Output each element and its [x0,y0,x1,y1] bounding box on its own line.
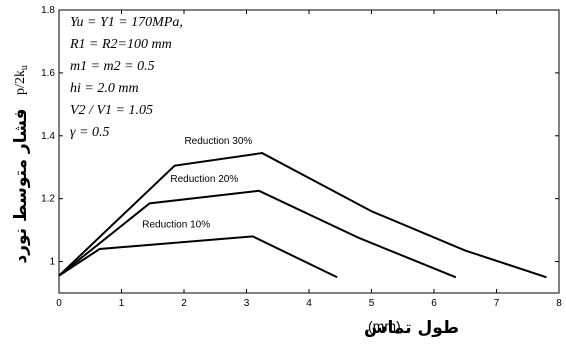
x-tick-label: 8 [556,298,562,309]
plot-frame [58,9,560,294]
x-tick-label: 4 [306,298,312,309]
y-axis-math-sub: u [19,65,30,70]
y-axis-title: فشار متوسط نورد p/2ku [11,65,31,263]
y-axis-math: p/2ku [13,65,30,95]
param-gamma: γ = 0.5 [70,125,109,140]
x-tick-label: 0 [56,298,62,309]
series-labels: Reduction 30% Reduction 20% Reduction 10% [142,136,252,230]
y-axis-label: فشار متوسط نورد [11,108,31,263]
x-axis-label: طول تماس [364,318,459,338]
y-tick-label: 1.6 [41,68,55,79]
param-yield-stress: Yu = Y1 = 170MPa, [70,15,183,30]
x-tick-label: 5 [369,298,375,309]
y-tick-label: 1.2 [41,194,55,205]
x-tick-label: 2 [181,298,187,309]
series-line-2 [58,189,457,279]
y-tick-label: 1.8 [41,5,55,16]
x-tick-label: 6 [431,298,437,309]
parameters-block: Yu = Y1 = 170MPa, R1 = R2=100 mm m1 = m2… [69,15,183,140]
series-label-2: Reduction 20% [170,174,238,185]
series-lines [58,152,547,279]
series-label-3: Reduction 10% [142,219,210,230]
x-axis-unit: (mm) [368,318,401,334]
series-line-1 [58,152,547,279]
x-tick-label: 3 [244,298,250,309]
x-axis-title: (mm) طول تماس [364,318,459,338]
x-tick-label: 7 [494,298,500,309]
x-tick-label: 1 [119,298,125,309]
param-velocity-ratio: V2 / V1 = 1.05 [70,103,153,118]
param-friction: m1 = m2 = 0.5 [70,59,155,74]
series-label-1: Reduction 30% [184,136,252,147]
param-roll-radius: R1 = R2=100 mm [69,37,172,52]
param-initial-thickness: hi = 2.0 mm [70,81,139,96]
y-axis-math-main: p/2k [13,70,28,95]
y-tick-label: 1.4 [41,131,55,142]
axis-ticks: 0 1 2 3 4 5 6 7 8 1 1.2 1.4 1.6 1.8 [41,5,562,309]
y-tick-label: 1 [49,257,55,268]
series-line-3 [58,235,338,279]
